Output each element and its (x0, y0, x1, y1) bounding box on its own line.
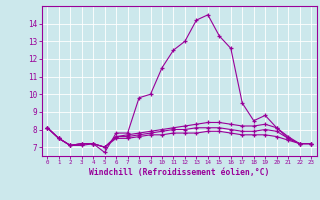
X-axis label: Windchill (Refroidissement éolien,°C): Windchill (Refroidissement éolien,°C) (89, 168, 269, 177)
